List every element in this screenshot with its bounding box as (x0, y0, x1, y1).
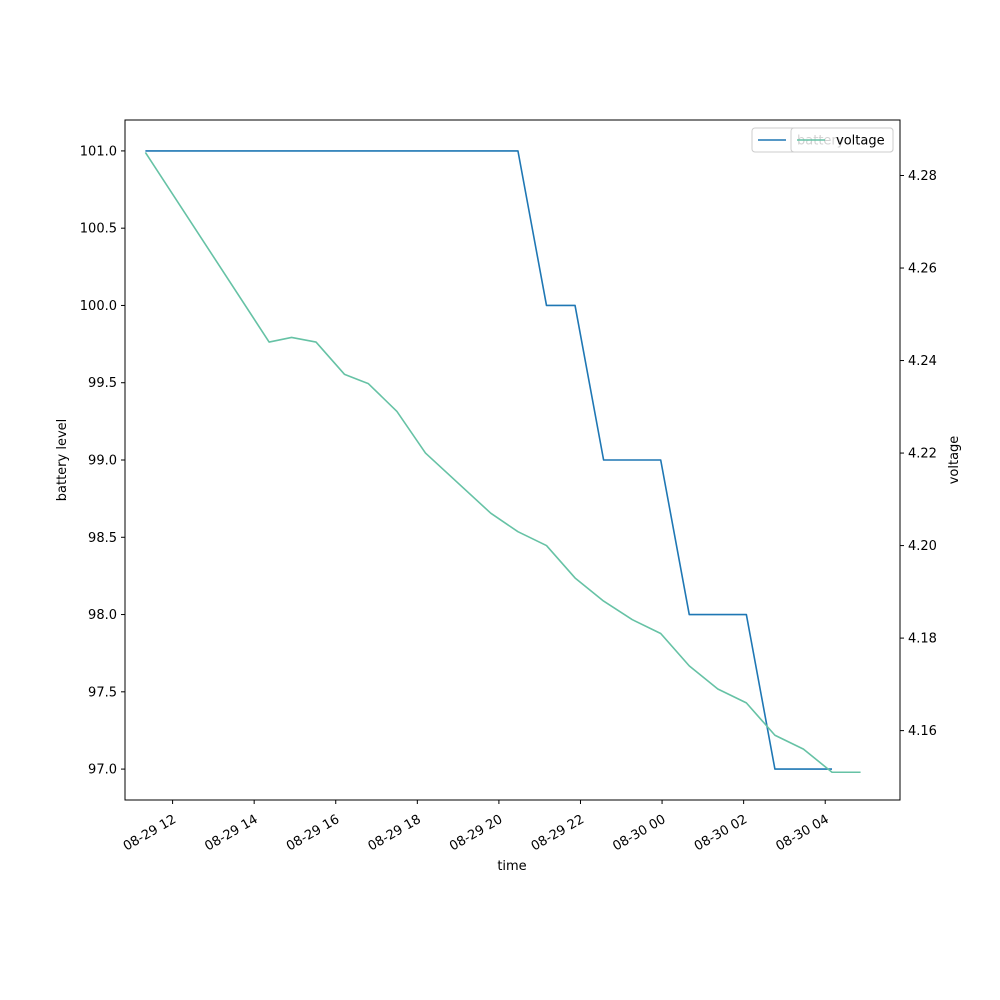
left-y-tick-label: 100.0 (80, 299, 117, 314)
x-tick-label: 08-29 22 (529, 812, 587, 854)
left-y-tick-label: 99.5 (88, 376, 117, 391)
left-y-tick-label: 101.0 (80, 144, 117, 159)
x-tick-label: 08-29 16 (284, 812, 342, 854)
x-tick-label: 08-29 12 (121, 812, 179, 854)
plot-frame (124, 119, 901, 801)
axes (124, 119, 901, 801)
x-tick-label: 08-29 20 (447, 812, 505, 854)
x-tick-label: 08-29 14 (202, 812, 260, 854)
right-y-axis-label: voltage (947, 436, 962, 485)
left-y-tick-label: 97.0 (88, 763, 117, 778)
x-axis-label: time (497, 859, 526, 874)
x-tick-label: 08-30 02 (692, 812, 750, 854)
left-y-tick-label: 98.0 (88, 608, 117, 623)
left-y-tick-label: 100.5 (80, 222, 117, 237)
right-y-tick-label: 4.18 (908, 632, 937, 647)
plot-lines (144, 150, 861, 774)
x-tick-label: 08-29 18 (366, 812, 424, 854)
x-tick-label: 08-30 04 (773, 812, 831, 854)
right-y-tick-label: 4.28 (908, 169, 937, 184)
series-line-voltage (144, 151, 861, 774)
left-y-tick-label: 97.5 (88, 685, 117, 700)
legend-voltage: voltage (790, 127, 894, 153)
ticks: 08-29 12 08-29 14 08-29 16 08-29 18 08-29 20… (80, 144, 937, 854)
legends: batteryvoltage (751, 127, 894, 153)
left-y-tick-label: 98.5 (88, 531, 117, 546)
legend-box (790, 127, 894, 153)
right-y-tick-label: 4.26 (908, 262, 937, 277)
series-line-battery (145, 150, 833, 770)
left-y-axis-label: battery level (55, 419, 70, 502)
right-y-tick-label: 4.22 (908, 447, 937, 462)
right-y-tick-label: 4.20 (908, 539, 937, 554)
legend-label: voltage (836, 134, 885, 149)
x-tick-label: 08-30 00 (610, 812, 668, 854)
left-y-tick-label: 99.0 (88, 454, 117, 469)
right-y-tick-label: 4.16 (908, 724, 937, 739)
right-y-tick-label: 4.24 (908, 354, 937, 369)
